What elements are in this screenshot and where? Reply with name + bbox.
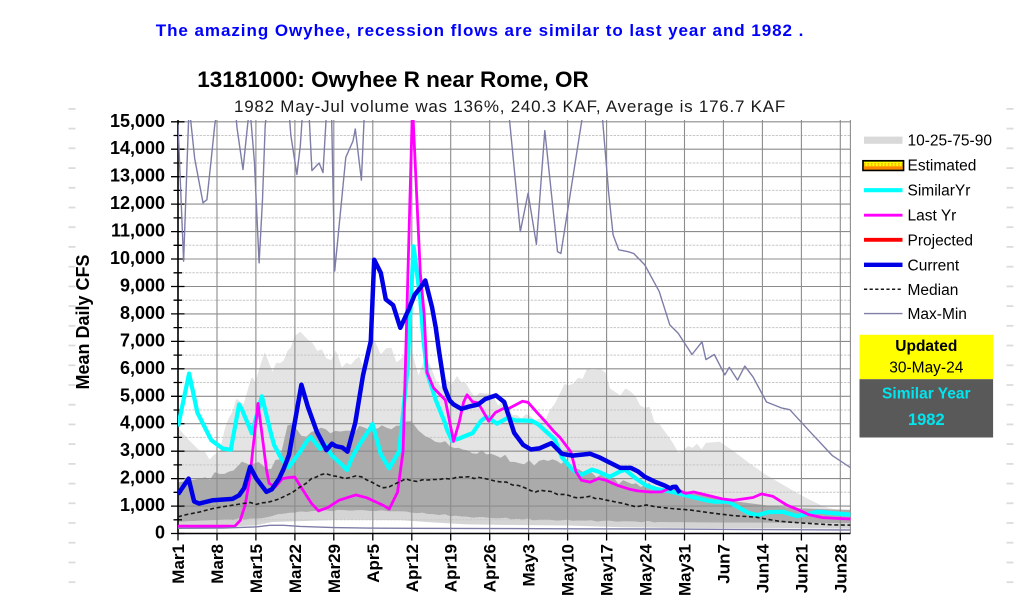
svg-text:6,000: 6,000: [120, 358, 165, 378]
svg-text:11,000: 11,000: [111, 221, 165, 241]
svg-text:5,000: 5,000: [120, 385, 165, 405]
svg-text:7,000: 7,000: [120, 330, 165, 350]
svg-text:Apr5: Apr5: [364, 544, 383, 583]
svg-text:1982: 1982: [908, 411, 945, 429]
svg-text:Mar1: Mar1: [169, 544, 188, 584]
svg-text:14,000: 14,000: [110, 138, 165, 158]
svg-text:10-25-75-90: 10-25-75-90: [908, 133, 993, 150]
svg-text:13181000: Owyhee R near Rome,: 13181000: Owyhee R near Rome, OR: [197, 67, 588, 92]
svg-text:Mar22: Mar22: [286, 544, 305, 593]
svg-text:Mean Daily CFS: Mean Daily CFS: [73, 254, 93, 389]
svg-text:15,000: 15,000: [110, 111, 165, 131]
svg-text:Current: Current: [908, 257, 960, 274]
svg-text:Last Yr: Last Yr: [908, 208, 957, 225]
svg-text:12,000: 12,000: [110, 193, 165, 213]
svg-text:30-May-24: 30-May-24: [889, 360, 963, 377]
svg-text:Median: Median: [908, 282, 959, 299]
svg-text:1,000: 1,000: [120, 495, 165, 515]
svg-text:10,000: 10,000: [110, 248, 165, 268]
svg-text:Mar8: Mar8: [208, 544, 227, 584]
svg-text:2,000: 2,000: [120, 468, 165, 488]
svg-text:3,000: 3,000: [120, 440, 165, 460]
svg-text:Mar29: Mar29: [325, 544, 344, 593]
svg-text:May10: May10: [559, 544, 578, 596]
svg-text:Apr19: Apr19: [442, 544, 461, 592]
svg-text:4,000: 4,000: [120, 413, 165, 433]
svg-text:Estimated: Estimated: [908, 158, 977, 175]
svg-text:1982 May-Jul volume was 136%,: 1982 May-Jul volume was 136%, 240.3 KAF,…: [234, 97, 786, 116]
svg-text:0: 0: [155, 523, 165, 543]
svg-text:Apr26: Apr26: [481, 544, 500, 592]
svg-text:Similar Year: Similar Year: [882, 386, 970, 403]
svg-text:Jun7: Jun7: [714, 544, 733, 584]
svg-text:8,000: 8,000: [120, 303, 165, 323]
svg-text:SimilarYr: SimilarYr: [908, 183, 971, 200]
svg-text:Updated: Updated: [895, 338, 957, 355]
svg-text:Jun28: Jun28: [831, 544, 850, 593]
svg-text:13,000: 13,000: [110, 166, 165, 186]
svg-text:Apr12: Apr12: [403, 544, 422, 592]
svg-text:May31: May31: [676, 544, 695, 596]
svg-text:Projected: Projected: [908, 232, 973, 249]
svg-text:9,000: 9,000: [120, 276, 165, 296]
svg-text:Mar15: Mar15: [247, 544, 266, 593]
svg-text:May3: May3: [520, 544, 539, 587]
svg-text:Max-Min: Max-Min: [908, 306, 967, 323]
svg-text:May17: May17: [598, 544, 617, 596]
svg-text:May24: May24: [637, 543, 656, 596]
svg-text:Jun21: Jun21: [792, 544, 811, 593]
svg-text:The amazing Owyhee, recession: The amazing Owyhee, recession flows are …: [156, 21, 805, 40]
svg-text:Jun14: Jun14: [753, 543, 772, 593]
